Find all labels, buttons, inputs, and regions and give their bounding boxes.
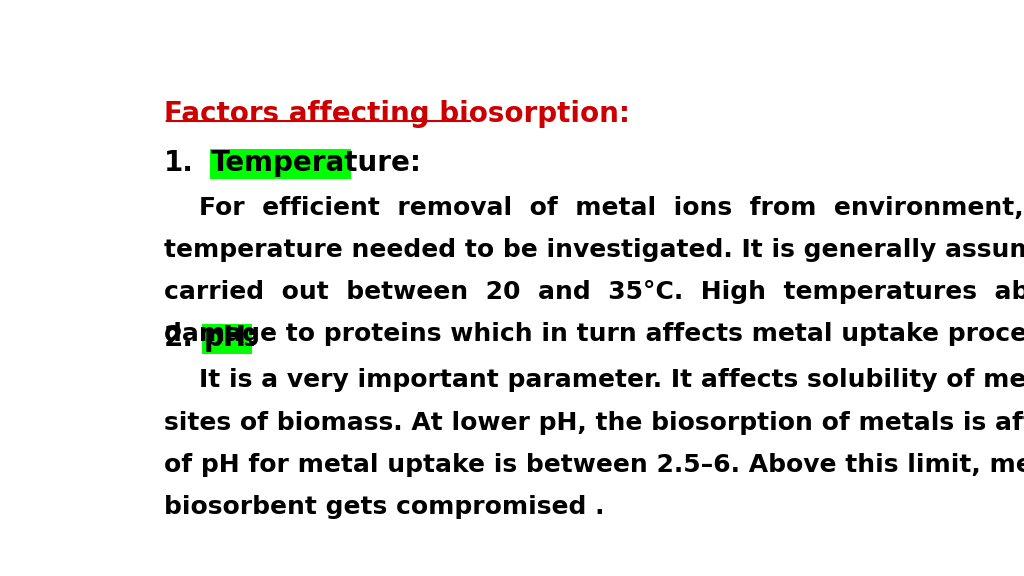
FancyBboxPatch shape bbox=[202, 324, 252, 354]
Text: sites of biomass. At lower pH, the biosorption of metals is affected. General ra: sites of biomass. At lower pH, the bioso… bbox=[164, 411, 1024, 435]
Text: Temperature:: Temperature: bbox=[211, 149, 422, 177]
Text: carried  out  between  20  and  35°C.  High  temperatures  above  45°C  may  res: carried out between 20 and 35°C. High te… bbox=[164, 280, 1024, 304]
Text: biosorbent gets compromised .: biosorbent gets compromised . bbox=[164, 495, 604, 519]
Text: of pH for metal uptake is between 2.5–6. Above this limit, metal uptake ability : of pH for metal uptake is between 2.5–6.… bbox=[164, 453, 1024, 477]
Text: 1.: 1. bbox=[164, 149, 194, 177]
Text: 2.: 2. bbox=[164, 324, 194, 352]
Text: temperature needed to be investigated. It is generally assumed that biosorption : temperature needed to be investigated. I… bbox=[164, 238, 1024, 262]
Text: pH:: pH: bbox=[204, 324, 257, 352]
Text: Factors affecting biosorption:: Factors affecting biosorption: bbox=[164, 100, 630, 128]
FancyBboxPatch shape bbox=[210, 149, 351, 179]
Text: It is a very important parameter. It affects solubility of metal ions and bindin: It is a very important parameter. It aff… bbox=[164, 369, 1024, 392]
Text: For  efficient  removal  of  metal  ions  from  environment,  the  optimum: For efficient removal of metal ions from… bbox=[164, 195, 1024, 219]
Text: damage to proteins which in turn affects metal uptake process.: damage to proteins which in turn affects… bbox=[164, 322, 1024, 346]
